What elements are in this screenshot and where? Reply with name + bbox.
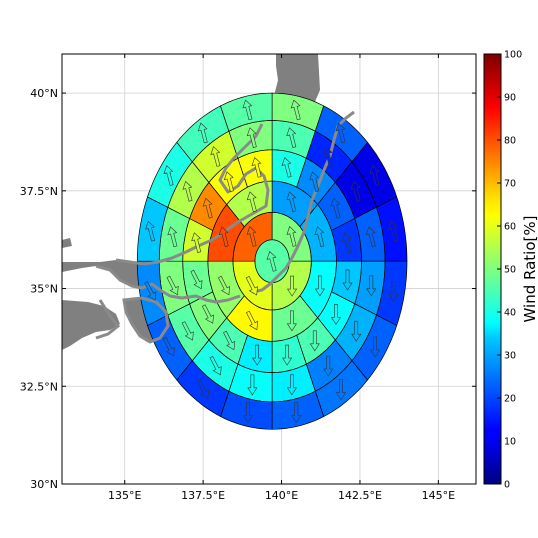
coastline-kii — [122, 296, 170, 344]
wind-arrow-ring4-2 — [350, 180, 361, 202]
wind-arrow-ring5-12 — [145, 220, 156, 242]
coastline-shikoku — [95, 299, 121, 340]
wind-arrow-ring2-2 — [314, 275, 325, 297]
wind-arrow-ring2-1 — [314, 226, 325, 247]
wind-arrow-ring2-4 — [245, 310, 259, 331]
x-tick-label-0: 135°E — [108, 489, 141, 502]
colorbar-tick-label-7: 70 — [504, 179, 516, 190]
wind-arrow-ring4-3 — [365, 226, 376, 248]
wind-arrow-ring3-9 — [223, 330, 236, 351]
land-hokkaido-edge — [278, 54, 300, 66]
wind-arrow-ring2-0 — [286, 191, 297, 213]
colorbar-label: Wind Ratio[%] — [521, 216, 538, 323]
wind-arrow-ring3-6 — [309, 330, 320, 352]
wind-arrow-ring5-6 — [335, 379, 347, 401]
axis-ticks: 135°E 137.5°E 140°E 142.5°E 145°E 30°N 32.5°N 3… — [20, 54, 476, 502]
land-islet-west — [62, 238, 72, 248]
y-tick-label-2: 35°N — [30, 283, 58, 296]
wind-arrow-ring5-8 — [242, 402, 254, 424]
wind-arrow-ring4-12 — [167, 226, 178, 248]
wind-arrow-ring4-13 — [182, 180, 193, 202]
colorbar-ticks: 0 10 20 30 40 50 60 70 80 90 100 — [497, 50, 522, 491]
wind-arrow-ring3-5 — [330, 304, 342, 325]
wind-arrow-ring4-7 — [286, 374, 297, 396]
wind-arrow-ring3-2 — [330, 197, 341, 219]
wind-arrow-ring3-13 — [202, 197, 213, 219]
wind-arrow-ring5-11 — [144, 281, 157, 301]
wind-arrow-ring5-3 — [388, 220, 399, 242]
wind-arrow-ring1-3 — [246, 226, 257, 247]
wind-arrow-ring4-15 — [246, 127, 257, 148]
wind-arrow-ring2-5 — [217, 275, 231, 296]
y-tick-label-3: 37.5°N — [20, 185, 58, 198]
wind-arrow-ring4-6 — [323, 355, 334, 377]
wind-arrow-ring5-13 — [163, 165, 174, 186]
wind-arrow-ring3-14 — [223, 171, 234, 192]
wind-arrow-ring3-0 — [281, 157, 292, 178]
wind-arrow-ring1-2 — [245, 275, 258, 296]
wind-arrow-ring2-6 — [218, 226, 229, 247]
colorbar-tick-label-3: 30 — [504, 351, 516, 362]
wind-arrow-ring3-1 — [309, 171, 320, 192]
wind-arrow-ring4-8 — [247, 374, 258, 396]
y-tick-label-4: 40°N — [30, 87, 58, 100]
x-tick-label-2: 140°E — [265, 489, 298, 502]
colorbar-tick-label-5: 50 — [504, 265, 516, 276]
coastline-west — [95, 264, 241, 304]
wind-arrow-ring3-15 — [251, 157, 262, 178]
wind-arrow-ring5-0 — [290, 99, 301, 121]
map-axes-frame — [61, 53, 477, 485]
wind-arrow-ring1-1 — [287, 275, 298, 297]
colorbar-tick-label-1: 10 — [504, 437, 516, 448]
wind-arrow-ring4-5 — [351, 320, 362, 342]
wind-arrow-ring3-11 — [190, 269, 203, 290]
colorbar-tick-label-4: 40 — [504, 308, 516, 319]
wind-arrow-ring2-3 — [286, 310, 297, 332]
wind-arrow-ring4-1 — [322, 146, 333, 167]
wind-arrow-ring3-7 — [282, 344, 293, 366]
x-tick-label-3: 142.5°E — [338, 489, 382, 502]
colorbar-tick-label-2: 20 — [504, 394, 516, 405]
coastline-east — [251, 110, 355, 294]
wind-arrow-ring5-9 — [196, 379, 210, 399]
wind-arrow-ring4-11 — [166, 275, 179, 296]
x-tick-label-1: 137.5°E — [181, 489, 225, 502]
y-tick-label-1: 32.5°N — [20, 380, 58, 393]
wind-arrow-ring5-7 — [291, 402, 302, 424]
sector-ring5-15 — [220, 92, 273, 132]
wind-arrow-ring3-10 — [201, 304, 214, 324]
colorbar-tick-label-6: 60 — [504, 222, 516, 233]
wind-arrow-ring3-8 — [252, 344, 263, 366]
wind-arrow-ring4-4 — [366, 275, 377, 297]
wind-direction-arrows — [144, 99, 399, 424]
colorbar-tick-label-9: 90 — [504, 93, 516, 104]
coastline-overlay — [95, 110, 355, 344]
y-tick-label-0: 30°N — [30, 478, 58, 491]
colorbar-tick-label-8: 80 — [504, 136, 516, 147]
wind-arrow-ring3-4 — [342, 269, 353, 291]
wind-arrow-ring4-14 — [210, 146, 221, 167]
wind-arrow-ring5-14 — [197, 122, 208, 144]
wind-arrow-ring4-0 — [286, 127, 297, 148]
x-tick-label-4: 145°E — [422, 489, 455, 502]
coastline-japan-sea — [115, 123, 270, 266]
wind-arrow-ring5-1 — [335, 122, 346, 144]
land-shikoku — [62, 300, 120, 350]
wind-arrow-ring5-10 — [162, 336, 175, 357]
wind-arrow-ring5-5 — [370, 336, 381, 358]
wind-arrow-ring1-0 — [286, 226, 297, 247]
wind-arrow-ring5-4 — [388, 280, 399, 302]
wind-arrow-ring4-9 — [209, 355, 222, 376]
wind-arrow-ring5-2 — [369, 165, 380, 186]
wind-arrow-ring0-0 — [266, 250, 277, 272]
wind-arrow-ring3-12 — [191, 232, 202, 253]
wind-arrow-ring4-10 — [181, 321, 194, 341]
colorbar-tick-label-10: 100 — [504, 50, 522, 61]
wind-arrow-ring5-15 — [242, 99, 253, 121]
wind-arrow-ring3-3 — [341, 232, 352, 253]
colorbar-tick-label-0: 0 — [504, 480, 510, 491]
wind-arrow-ring2-7 — [246, 191, 257, 213]
